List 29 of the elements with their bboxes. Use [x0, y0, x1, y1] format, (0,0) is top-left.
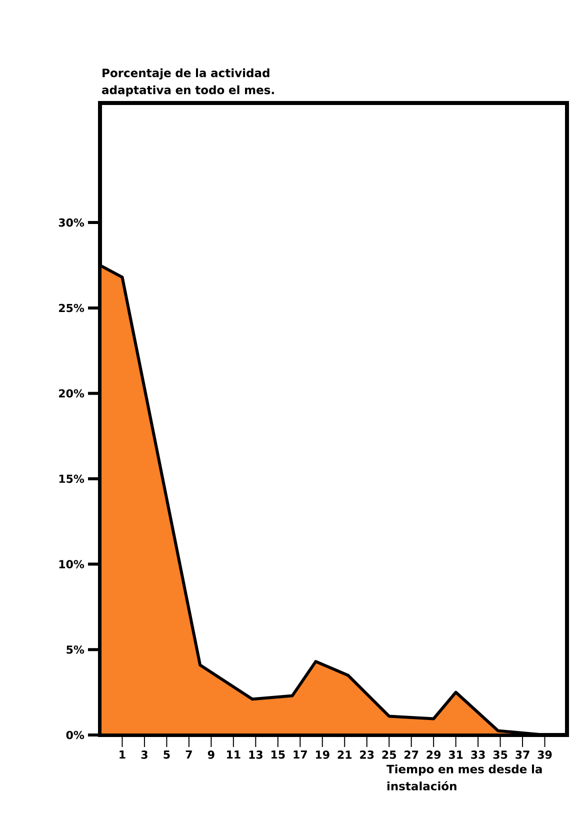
y-tick-label: 30% [58, 218, 84, 227]
x-tick-label: 27 [404, 750, 418, 759]
x-tick-label: 15 [271, 750, 285, 759]
x-tick-label: 1 [120, 750, 126, 759]
x-tick-label: 17 [294, 750, 307, 759]
x-tick-label: 9 [208, 750, 214, 759]
y-tick-label: 15% [59, 474, 84, 483]
y-tick-label: 20% [59, 389, 84, 398]
x-tick-label: 39 [538, 750, 552, 759]
x-tick-label: 31 [448, 750, 463, 759]
chart-title: Porcentaje de la actividad adaptativa en todo el mes. [102, 68, 274, 96]
x-tick-label: 23 [360, 750, 374, 759]
x-tick-label: 33 [471, 750, 485, 759]
x-tick-label: 19 [316, 750, 330, 759]
x-tick-label: 5 [164, 750, 170, 759]
x-tick-label: 25 [382, 750, 396, 759]
x-axis-title: Tiempo en mes desde la instalación [386, 764, 542, 790]
x-tick-label: 29 [426, 750, 441, 759]
x-tick-label: 3 [141, 750, 148, 759]
y-tick-label: 5% [66, 645, 84, 654]
x-tick-label: 35 [493, 750, 508, 759]
y-tick-label: 10% [59, 560, 84, 568]
x-tick-label: 21 [338, 750, 352, 759]
x-tick-label: 11 [227, 750, 240, 759]
y-tick-label: 25% [59, 304, 84, 312]
x-tick-label: 13 [249, 750, 262, 759]
y-tick-label: 0% [66, 730, 84, 740]
x-tick-label: 37 [516, 750, 530, 759]
x-tick-label: 7 [186, 750, 192, 759]
